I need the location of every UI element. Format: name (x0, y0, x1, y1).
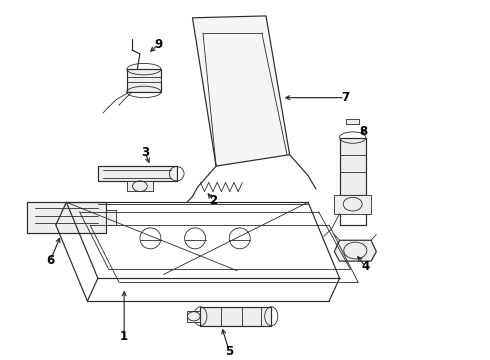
Polygon shape (346, 118, 359, 124)
Text: 3: 3 (141, 146, 149, 159)
Polygon shape (27, 202, 106, 233)
Text: 5: 5 (225, 345, 233, 358)
Polygon shape (200, 307, 271, 326)
Text: 1: 1 (120, 329, 128, 343)
Text: 9: 9 (154, 38, 163, 51)
Polygon shape (340, 138, 366, 195)
Polygon shape (193, 16, 290, 166)
Polygon shape (127, 69, 161, 92)
Polygon shape (334, 240, 376, 261)
Polygon shape (98, 166, 177, 181)
Polygon shape (127, 181, 153, 191)
Text: 7: 7 (341, 91, 349, 104)
Polygon shape (187, 311, 200, 322)
Text: 4: 4 (362, 260, 370, 273)
Text: 2: 2 (209, 194, 218, 207)
Text: 6: 6 (47, 253, 55, 266)
Polygon shape (334, 195, 371, 213)
Polygon shape (106, 210, 116, 225)
Text: 8: 8 (359, 125, 368, 138)
